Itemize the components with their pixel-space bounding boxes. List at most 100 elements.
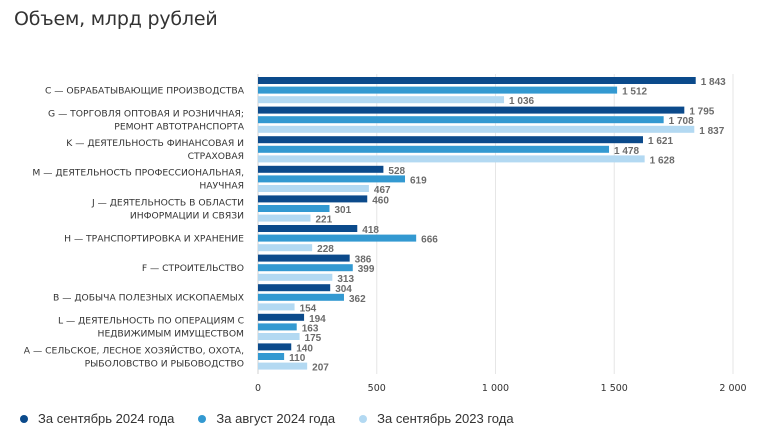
category-label: M — ДЕЯТЕЛЬНОСТЬ ПРОФЕССИОНАЛЬНАЯ, НАУЧНА…: [32, 168, 244, 192]
value-label: 362: [349, 294, 366, 305]
chart-title: Объем, млрд рублей: [14, 8, 218, 30]
category-label-line: C — ОБРАБАТЫВАЮЩИЕ ПРОИЗВОДСТВА: [45, 85, 245, 96]
bar: [258, 195, 368, 203]
category-label-line: F — СТРОИТЕЛЬСТВО: [142, 263, 244, 274]
x-tick-label: 1 500: [601, 383, 628, 394]
category-label-line: СТРАХОВАЯ: [188, 151, 244, 162]
category-label-line: РЫБОЛОВСТВО И РЫБОВОДСТВО: [85, 358, 244, 369]
category-label: A — СЕЛЬСКОЕ, ЛЕСНОЕ ХОЗЯЙСТВО, ОХОТА, РЫ…: [24, 344, 244, 369]
bar: [258, 214, 311, 222]
bar: [258, 284, 331, 292]
category-label-line: G — ТОРГОВЛЯ ОПТОВАЯ И РОЗНИЧНАЯ;: [48, 109, 244, 120]
bar: [258, 86, 618, 94]
bar: [258, 125, 695, 133]
value-label: 154: [300, 303, 317, 314]
value-label: 1 478: [614, 146, 639, 157]
legend-label: За сентябрь 2024 года: [38, 411, 175, 426]
value-label: 666: [421, 235, 438, 246]
x-tick-label: 0: [255, 383, 261, 394]
bar: [258, 234, 417, 242]
category-label-line: B — ДОБЫЧА ПОЛЕЗНЫХ ИСКОПАЕМЫХ: [53, 293, 244, 304]
value-label: 304: [335, 284, 352, 295]
value-label: 418: [362, 225, 379, 236]
value-label: 1 795: [689, 107, 714, 118]
legend-item: За сентябрь 2024 года: [14, 411, 174, 426]
legend-item: За август 2024 года: [192, 411, 335, 426]
bar: [258, 303, 295, 311]
value-label: 399: [358, 264, 375, 275]
category-label-line: A — СЕЛЬСКОЕ, ЛЕСНОЕ ХОЗЯЙСТВО, ОХОТА,: [24, 344, 244, 356]
category-label-line: J — ДЕЯТЕЛЬНОСТЬ В ОБЛАСТИ: [91, 197, 244, 208]
bar: [258, 165, 384, 173]
value-label: 221: [315, 215, 332, 226]
value-label: 194: [309, 314, 326, 325]
legend-item: За сентябрь 2023 года: [353, 411, 514, 426]
value-label: 467: [374, 185, 391, 196]
value-label: 175: [305, 333, 322, 344]
category-label: K — ДЕЯТЕЛЬНОСТЬ ФИНАНСОВАЯ И СТРАХОВАЯ: [66, 138, 244, 162]
category-label-line: РЕМОНТ АВТОТРАНСПОРТА: [114, 122, 244, 133]
bar: [258, 244, 313, 252]
bar: [258, 343, 292, 351]
legend-label: За сентябрь 2023 года: [377, 411, 514, 426]
category-label-line: L — ДЕЯТЕЛЬНОСТЬ ПО ОПЕРАЦИЯМ С: [58, 316, 244, 327]
category-label: L — ДЕЯТЕЛЬНОСТЬ ПО ОПЕРАЦИЯМ С НЕДВИЖИМЫ…: [58, 316, 244, 340]
bar: [258, 106, 685, 114]
bars: [258, 77, 696, 370]
value-label: 163: [302, 323, 319, 334]
bar: [258, 145, 610, 153]
bar: [258, 155, 645, 163]
bar: [258, 96, 505, 104]
bar: [258, 293, 344, 301]
x-axis-tick-labels: 0 500 1 000 1 500 2 000: [255, 383, 747, 394]
x-tick-label: 2 000: [719, 383, 746, 394]
category-label: F — СТРОИТЕЛЬСТВО: [142, 263, 244, 274]
category-label: J — ДЕЯТЕЛЬНОСТЬ В ОБЛАСТИ ИНФОРМАЦИИ И С…: [91, 197, 244, 221]
value-label: 1 628: [650, 155, 675, 166]
value-label: 313: [337, 274, 354, 285]
legend-label: За август 2024 года: [216, 411, 336, 426]
value-labels: 1 843 1 795 1 621 528 460 418 386 304 194 140 1 51…: [289, 77, 726, 374]
bar: [258, 273, 333, 281]
value-label: 1 036: [509, 96, 534, 107]
category-label-line: ИНФОРМАЦИИ И СВЯЗИ: [130, 210, 244, 221]
value-label: 1 708: [669, 116, 694, 127]
bar: [258, 225, 358, 232]
value-label: 1 837: [699, 126, 724, 137]
legend-dot-icon: [20, 414, 28, 423]
category-label: C — ОБРАБАТЫВАЮЩИЕ ПРОИЗВОДСТВА: [45, 85, 245, 96]
value-label: 207: [312, 363, 329, 374]
category-label-line: НАУЧНАЯ: [199, 181, 244, 192]
category-label: B — ДОБЫЧА ПОЛЕЗНЫХ ИСКОПАЕМЫХ: [53, 293, 244, 304]
bar: [258, 254, 350, 262]
bar: [258, 116, 664, 124]
bar: [258, 323, 297, 331]
value-label: 228: [317, 244, 334, 255]
category-label-line: K — ДЕЯТЕЛЬНОСТЬ ФИНАНСОВАЯ И: [66, 138, 244, 149]
bar: [258, 333, 300, 340]
bar: [258, 353, 285, 360]
category-label-line: НЕДВИЖИМЫМ ИМУЩЕСТВОМ: [98, 329, 245, 340]
value-label: 1 621: [648, 136, 673, 147]
bar: [258, 205, 330, 212]
legend-dot-icon: [359, 414, 368, 423]
bar: [258, 362, 308, 370]
value-label: 460: [372, 195, 389, 206]
value-label: 386: [355, 255, 372, 266]
value-label: 1 843: [701, 77, 726, 88]
bar: [258, 264, 353, 272]
x-tick-label: 500: [368, 383, 386, 394]
value-label: 140: [296, 343, 313, 354]
category-label: G — ТОРГОВЛЯ ОПТОВАЯ И РОЗНИЧНАЯ; РЕМОНТ …: [48, 109, 245, 133]
bar: [258, 77, 696, 84]
value-label: 110: [289, 353, 306, 364]
category-label: H — ТРАНСПОРТИРОВКА И ХРАНЕНИЕ: [64, 233, 244, 244]
value-label: 619: [410, 175, 427, 186]
bar: [258, 136, 643, 144]
legend-dot-icon: [198, 414, 207, 423]
bar: [258, 313, 305, 321]
legend: За сентябрь 2024 года За август 2024 год…: [14, 411, 532, 426]
bar: [258, 175, 406, 183]
value-label: 528: [388, 166, 405, 177]
